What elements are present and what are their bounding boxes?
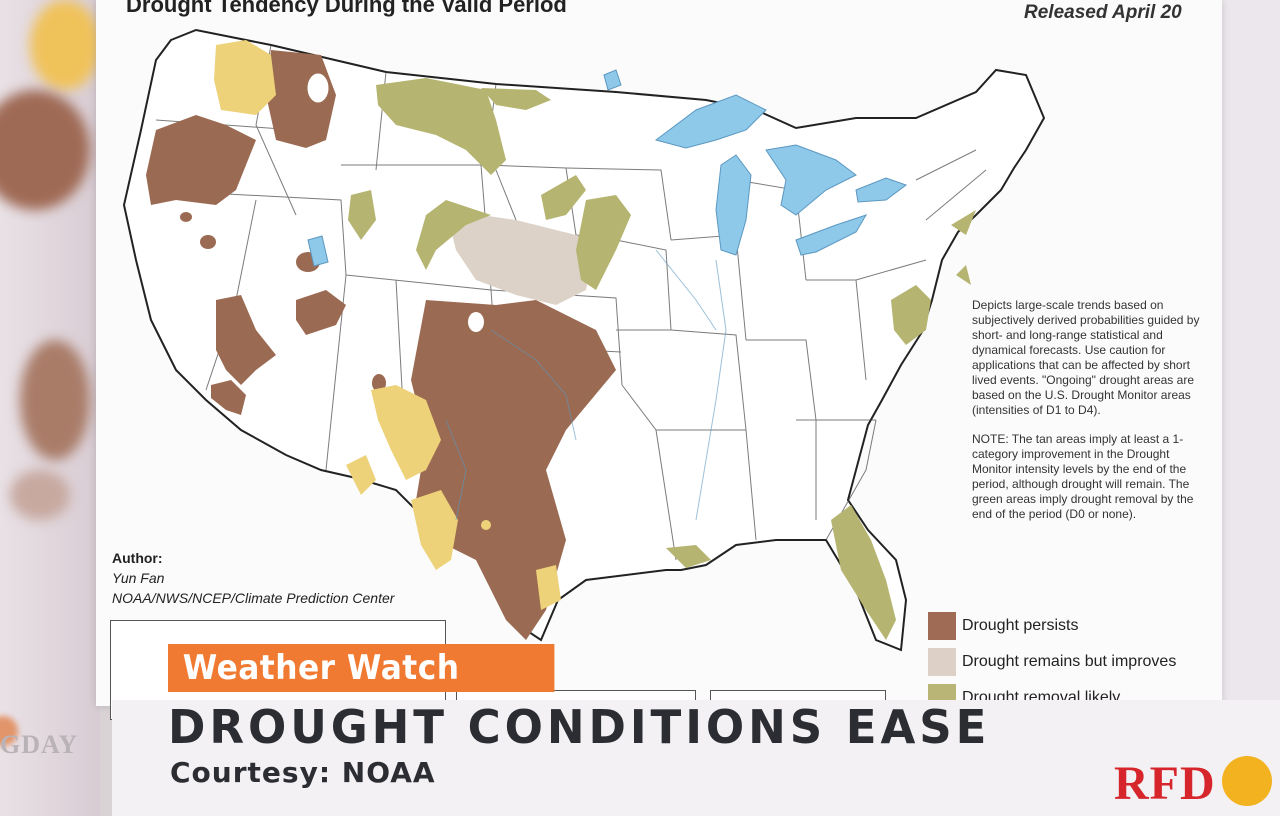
author-organization: NOAA/NWS/NCEP/Climate Prediction Center xyxy=(112,590,395,606)
legend-label: Drought remains but improves xyxy=(962,653,1177,670)
map-hole xyxy=(468,312,484,332)
drought-removal-areas xyxy=(348,78,976,640)
rivers xyxy=(445,249,727,521)
show-logo: GDAY xyxy=(0,730,79,759)
author-label: Author: xyxy=(112,550,163,566)
legend-swatch-persists xyxy=(928,612,956,640)
description-text: Depicts large-scale trends based on subj… xyxy=(972,298,1200,417)
segment-tag: Weather Watch xyxy=(168,644,555,692)
map-title: Drought Tendency During the Valid Period xyxy=(126,0,567,17)
drought-outlook-map: Drought Tendency During the Valid Period… xyxy=(96,0,1222,730)
note-text: NOTE: The tan areas imply at least a 1-c… xyxy=(972,432,1194,521)
windmill-sun-icon xyxy=(1222,756,1272,806)
drought-persists-areas xyxy=(146,50,616,640)
background-blob xyxy=(30,0,100,90)
author-name: Yun Fan xyxy=(112,570,165,586)
agday-logo-icon xyxy=(0,716,18,746)
map-description: Depicts large-scale trends based on subj… xyxy=(972,298,1212,522)
background-blob xyxy=(0,90,90,210)
legend-item: Drought persists xyxy=(928,612,1218,648)
us-map-graphic xyxy=(122,28,1046,652)
lower-third-banner xyxy=(112,700,1280,816)
release-date: Released April 20 xyxy=(1024,2,1182,23)
headline: DROUGHT CONDITIONS EASE xyxy=(168,700,991,754)
legend-swatch-improves xyxy=(928,648,956,676)
author-credit: Author: Yun Fan NOAA/NWS/NCEP/Climate Pr… xyxy=(112,548,394,608)
background-blob xyxy=(10,470,70,520)
drought-development-areas xyxy=(214,40,561,610)
great-lakes xyxy=(307,69,908,267)
screen-edge xyxy=(1222,0,1280,706)
legend-label: Drought persists xyxy=(962,617,1079,634)
studio-background xyxy=(0,0,100,816)
legend-item: Drought remains but improves xyxy=(928,648,1218,684)
map-hole xyxy=(304,70,332,106)
station-logo: RFD xyxy=(1114,757,1216,810)
courtesy-line: Courtesy: NOAA xyxy=(170,756,436,789)
background-blob xyxy=(20,340,90,460)
